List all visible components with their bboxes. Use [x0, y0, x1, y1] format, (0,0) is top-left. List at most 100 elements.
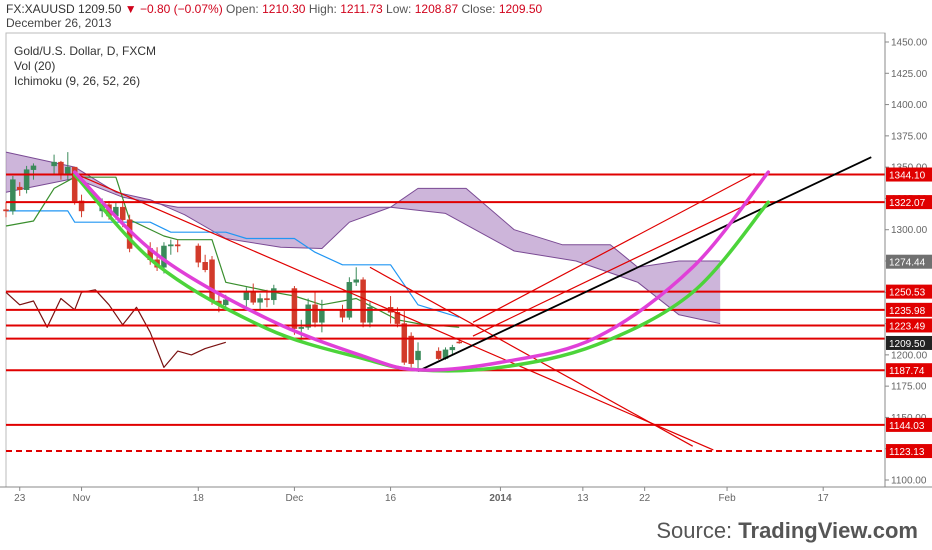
y-tick-label: 1400.00: [891, 100, 928, 111]
trend-line: [417, 156, 872, 372]
y-tick-label: 1425.00: [891, 69, 928, 80]
candle-body: [271, 288, 277, 301]
horizontal-levels: [6, 173, 885, 453]
high-value: 1211.73: [340, 2, 383, 16]
level-price-label: 1144.03: [889, 421, 925, 432]
candle-body: [367, 307, 373, 323]
candle-body: [168, 244, 174, 247]
x-tick-label: 23: [14, 493, 26, 504]
candlesticks: [3, 152, 462, 370]
level-price-label-bg: [886, 363, 932, 378]
axes: 1100.001125.001150.001175.001200.001225.…: [0, 33, 932, 504]
indicator-legend: Gold/U.S. Dollar, D, FXCM Vol (20) Ichim…: [14, 44, 156, 89]
x-tick-label: Nov: [73, 493, 91, 504]
symbol-header: FX:XAUUSD 1209.50 ▼ −0.80 (−0.07%) Open:…: [6, 2, 542, 16]
ichimoku-indicator[interactable]: Ichimoku (9, 26, 52, 26): [14, 74, 141, 88]
last-price: 1209.50: [78, 2, 122, 16]
candle-body: [291, 288, 298, 329]
candle-body: [408, 335, 414, 364]
price-axis-labels: 1344.10 1322.07 1250.53 1235.98 1223.49 1187.…: [886, 167, 932, 459]
candle-body: [16, 186, 23, 190]
candle-body: [360, 279, 366, 323]
level-price-label: 1123.13: [889, 447, 925, 458]
open-label: Open:: [226, 2, 259, 16]
candle-body: [119, 206, 126, 220]
level-price-label-bg: [886, 302, 932, 317]
level-price-label-bg: [886, 167, 932, 182]
plot-frame: [5, 32, 886, 488]
price-label: 1209.50: [889, 339, 926, 350]
candle-body: [51, 161, 57, 167]
y-tick-label: 1375.00: [891, 131, 928, 142]
base-line: [6, 210, 460, 318]
candle-body: [30, 165, 37, 170]
candle-body: [174, 244, 181, 247]
price-change: ▼ −0.80 (−0.07%): [124, 2, 223, 16]
price-label-bg: [886, 335, 932, 350]
candle-body: [339, 309, 346, 318]
candle-body: [298, 327, 305, 329]
level-price-label: 1344.10: [889, 171, 926, 182]
candle-body: [243, 292, 250, 301]
level-price-label-bg: [886, 444, 932, 459]
low-label: Low:: [386, 2, 412, 16]
candle-body: [23, 169, 30, 190]
candle-body: [257, 298, 263, 303]
x-tick-label: 17: [818, 493, 830, 504]
candle-body: [10, 179, 16, 212]
curve-drawings: [72, 170, 771, 373]
source-brand: TradingView.com: [738, 518, 918, 543]
low-value: 1208.87: [414, 2, 459, 16]
level-price-label: 1223.49: [889, 321, 926, 332]
symbol-name[interactable]: FX:XAUUSD: [6, 2, 75, 16]
close-label: Close:: [461, 2, 496, 16]
source-credit: Source: TradingView.com: [656, 518, 918, 544]
source-prefix: Source:: [656, 518, 739, 543]
candle-body: [264, 298, 270, 301]
trend-line: [74, 172, 714, 451]
level-price-label-bg: [886, 284, 932, 299]
level-price-label-bg: [886, 195, 932, 210]
level-price-label: 1250.53: [889, 288, 926, 299]
candle-body: [346, 282, 353, 318]
magenta-arc: [72, 170, 771, 372]
x-tick-label: 22: [639, 493, 651, 504]
y-tick-label: 1200.00: [891, 350, 928, 361]
y-tick-label: 1175.00: [891, 382, 927, 393]
x-tick-label: 13: [577, 493, 589, 504]
candle-body: [202, 262, 208, 271]
candle-body: [415, 350, 421, 361]
level-price-label-bg: [886, 318, 932, 333]
candle-body: [3, 209, 9, 212]
price-label-bg: [886, 254, 932, 269]
candle-body: [58, 161, 64, 174]
volume-indicator[interactable]: Vol (20): [14, 59, 56, 73]
candle-body: [195, 245, 202, 263]
candle-body: [71, 166, 78, 202]
x-tick-label: Feb: [718, 493, 736, 504]
candle-body: [305, 304, 311, 328]
candle-body: [209, 259, 215, 302]
level-price-label: 1187.74: [889, 366, 925, 377]
series-title[interactable]: Gold/U.S. Dollar, D, FXCM: [14, 44, 157, 58]
x-tick-label: 2014: [489, 493, 512, 504]
trend-line: [472, 200, 755, 337]
candle-body: [250, 292, 256, 303]
level-price-label: 1235.98: [889, 306, 926, 317]
y-tick-label: 1450.00: [891, 38, 928, 49]
bar-date: December 26, 2013: [6, 16, 112, 30]
trend-line: [472, 172, 755, 323]
x-tick-label: 18: [193, 493, 205, 504]
level-price-label-bg: [886, 417, 932, 432]
level-price-label: 1322.07: [889, 198, 926, 209]
candle-body: [78, 200, 85, 212]
candle-body: [223, 299, 229, 306]
lagging-span: [5, 289, 226, 368]
y-tick-label: 1300.00: [891, 225, 928, 236]
x-tick-label: Dec: [286, 493, 304, 504]
candle-body: [65, 166, 71, 174]
high-label: High:: [308, 2, 337, 16]
candle-body: [449, 347, 456, 351]
candle-body: [401, 323, 408, 363]
